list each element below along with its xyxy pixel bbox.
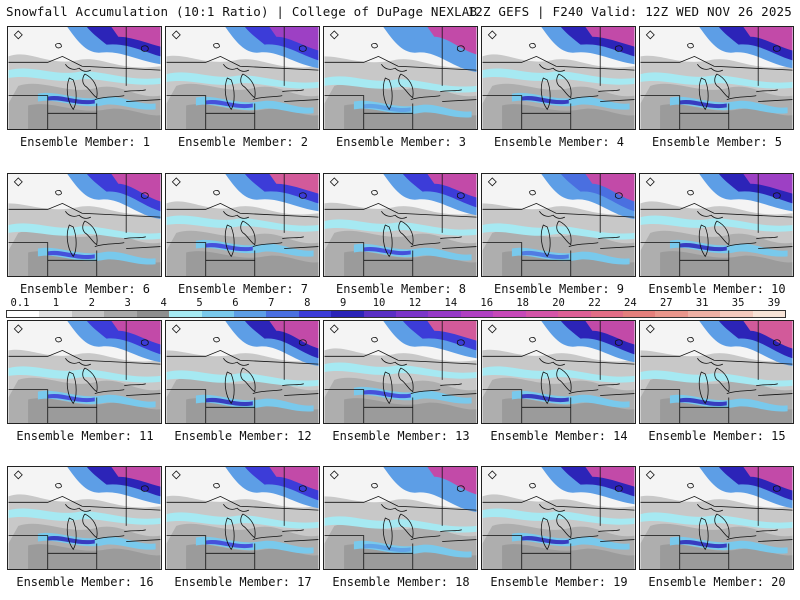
colorbar-swatch [266,311,299,317]
ensemble-member-label: Ensemble Member: 19 [490,575,628,589]
ensemble-member-label: Ensemble Member: 3 [335,135,467,149]
ensemble-map-8 [323,173,478,277]
colorbar-swatch [623,311,656,317]
ensemble-member-label: Ensemble Member: 1 [19,135,151,149]
colorbar-tick-label: 5 [196,297,203,309]
ensemble-member-label: Ensemble Member: 12 [174,429,312,443]
colorbar-tick-label: 9 [339,297,347,309]
ensemble-map-11 [7,320,162,424]
ensemble-member-label: Ensemble Member: 18 [332,575,470,589]
ensemble-map-6 [7,173,162,277]
colorbar-tick-label: 2 [88,297,95,309]
colorbar-tick-label: 12 [408,297,422,309]
colorbar-tick-label: 14 [444,297,458,309]
ensemble-member-label: Ensemble Member: 17 [174,575,312,589]
ensemble-map-14 [481,320,636,424]
colorbar-swatch [590,311,624,317]
ensemble-member-label: Ensemble Member: 10 [648,282,786,296]
ensemble-map-3 [323,26,478,130]
colorbar-tick-label: 16 [480,297,494,309]
colorbar-tick-label: 35 [731,297,745,309]
colorbar-swatch [493,311,526,317]
colorbar-swatch [655,311,688,317]
colorbar-swatch [460,311,494,317]
colorbar-tick-label: 7 [268,297,275,309]
colorbar-tick-label: 31 [695,297,709,309]
ensemble-member-label: Ensemble Member: 11 [16,429,154,443]
ensemble-map-4 [481,26,636,130]
colorbar-swatch [363,311,397,317]
ensemble-member-label: Ensemble Member: 6 [19,282,151,296]
colorbar-tick-label: 1 [52,297,60,309]
colorbar-tick-label: 3 [124,297,131,309]
ensemble-map-7 [165,173,320,277]
colorbar-tick-label: 27 [659,297,673,309]
colorbar-swatch [169,311,202,317]
colorbar-labels: 0.1 1 2 3 4 5 6 7 8 9 10 12 14 16 18 20 22 24 27 31 35 39 [6,297,786,309]
colorbar-swatch [233,311,267,317]
ensemble-member-label: Ensemble Member: 4 [493,135,625,149]
ensemble-member-label: Ensemble Member: 13 [332,429,470,443]
colorbar-tick-label: 6 [232,297,239,309]
colorbar-swatch [752,311,786,317]
colorbar-swatch [298,311,332,317]
colorbar-swatch [104,311,137,317]
ensemble-member-label: Ensemble Member: 15 [648,429,786,443]
colorbar-swatch [396,311,429,317]
colorbar-swatch [428,311,461,317]
ensemble-map-12 [165,320,320,424]
ensemble-member-label: Ensemble Member: 14 [490,429,628,443]
colorbar-tick-label: 24 [624,297,637,309]
snowfall-colorbar [6,310,786,318]
ensemble-map-2 [165,26,320,130]
ensemble-map-13 [323,320,478,424]
map-title: Snowfall Accumulation (10:1 Ratio) | Col… [6,4,478,19]
ensemble-member-label: Ensemble Member: 8 [335,282,467,296]
colorbar-tick-label: 10 [372,297,386,309]
colorbar-swatch [331,311,364,317]
colorbar-swatch [525,311,559,317]
model-run-info: 12Z GEFS | F240 Valid: 12Z WED NOV 26 20… [467,4,792,19]
ensemble-map-1 [7,26,162,130]
ensemble-map-10 [639,173,794,277]
colorbar-swatch [71,311,105,317]
ensemble-map-16 [7,466,162,570]
ensemble-map-18 [323,466,478,570]
ensemble-member-label: Ensemble Member: 20 [648,575,786,589]
colorbar-tick-label: 22 [588,297,601,309]
ensemble-member-label: Ensemble Member: 9 [493,282,625,296]
ensemble-member-label: Ensemble Member: 5 [651,135,783,149]
ensemble-member-label: Ensemble Member: 2 [177,135,309,149]
colorbar-tick-label: 39 [767,297,781,309]
ensemble-map-15 [639,320,794,424]
ensemble-member-label: Ensemble Member: 7 [177,282,309,296]
ensemble-map-20 [639,466,794,570]
colorbar-tick-label: 20 [552,297,565,309]
colorbar-tick-label: 18 [516,297,529,309]
colorbar-tick-label: 4 [160,297,167,309]
colorbar-swatch [720,311,753,317]
colorbar-swatch [687,311,721,317]
colorbar-swatch [201,311,234,317]
ensemble-map-5 [639,26,794,130]
colorbar-tick-label: 0.1 [10,297,30,309]
colorbar-swatch [7,311,40,317]
colorbar-swatch [39,311,72,317]
ensemble-member-label: Ensemble Member: 16 [16,575,154,589]
colorbar-tick-label: 8 [304,297,311,309]
colorbar-swatch [558,311,591,317]
ensemble-map-19 [481,466,636,570]
ensemble-map-17 [165,466,320,570]
colorbar-swatch [136,311,170,317]
ensemble-map-9 [481,173,636,277]
